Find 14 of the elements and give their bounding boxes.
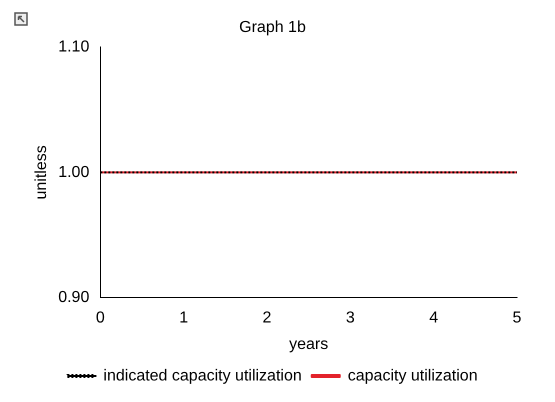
legend-label: indicated capacity utilization [103,367,302,384]
y-axis-title: unitless [33,145,50,200]
x-tick-label: 0 [96,310,105,327]
y-tick-label: 1.00 [58,164,90,181]
x-tick-label: 4 [429,310,438,327]
y-tick-label: 1.10 [58,38,90,56]
x-tick-label: 5 [512,310,522,327]
chart-title: Graph 1b [239,19,306,36]
x-tick-label: 3 [346,310,355,327]
x-tick-label: 2 [262,310,272,327]
y-tick-label: 0.90 [58,289,90,306]
x-tick-label: 1 [179,310,188,327]
x-axis-title: years [289,336,328,353]
legend-label: capacity utilization [348,367,478,384]
